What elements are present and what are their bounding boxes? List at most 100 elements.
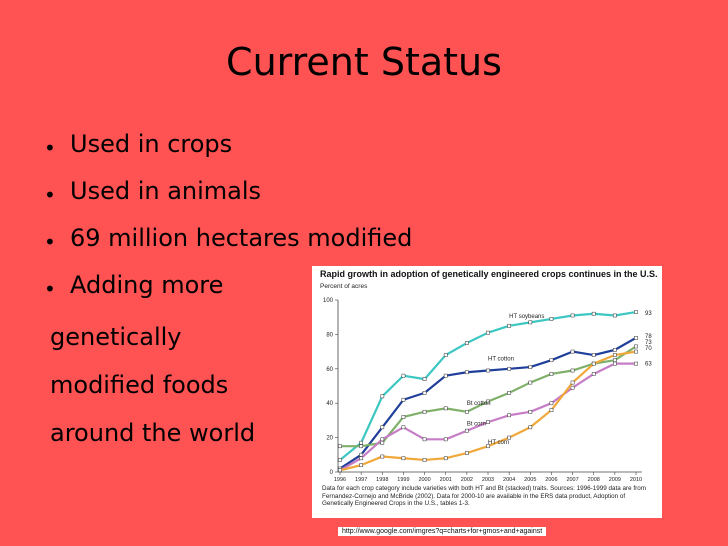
data-point — [486, 368, 490, 373]
x-tick-label: 1999 — [397, 477, 409, 483]
data-point — [380, 394, 385, 399]
data-point — [549, 401, 554, 406]
data-point — [443, 406, 448, 411]
data-point — [507, 413, 511, 418]
series-label: HT soybeans — [509, 314, 544, 320]
source-url[interactable]: http://www.google.com/imgres?q=charts+fo… — [338, 527, 547, 536]
data-point — [613, 358, 617, 363]
data-point — [486, 420, 490, 424]
data-point — [422, 409, 427, 414]
x-tick-label: 2001 — [440, 477, 452, 483]
bullet-item: • 69 million hectares modified — [44, 224, 413, 254]
data-point — [486, 330, 490, 335]
data-point — [359, 444, 363, 449]
continuation-line: around the world — [50, 419, 256, 447]
data-point — [401, 456, 406, 461]
continuation-line: modified foods — [50, 371, 229, 399]
data-point — [528, 425, 533, 430]
bullet-text: 69 million hectares modified — [70, 224, 413, 252]
data-point — [613, 361, 617, 366]
data-point — [549, 408, 554, 412]
data-point — [380, 437, 385, 442]
data-point — [401, 397, 406, 402]
data-point — [422, 377, 427, 381]
bullet-text: Used in animals — [70, 177, 262, 205]
data-point — [549, 317, 554, 321]
data-point — [634, 349, 638, 354]
x-tick-label: 2003 — [482, 477, 494, 483]
y-tick-label: 20 — [326, 436, 333, 442]
x-tick-label: 1997 — [355, 477, 367, 483]
data-point — [591, 372, 596, 376]
data-point — [443, 437, 448, 442]
data-point — [465, 428, 469, 433]
end-value-label: 93 — [645, 311, 652, 317]
x-tick-label: 2008 — [588, 477, 600, 483]
data-point — [443, 353, 448, 357]
bullet-item: • Used in crops — [44, 130, 412, 160]
data-point — [422, 437, 427, 442]
data-point — [422, 391, 427, 395]
y-tick-label: 60 — [326, 367, 333, 373]
data-point — [380, 425, 385, 430]
data-point — [591, 311, 596, 316]
x-tick-label: 1998 — [376, 477, 388, 483]
data-point — [486, 399, 490, 404]
chart-notes: Data for each crop category include vari… — [322, 485, 646, 508]
chart-ylabel: Percent of acres — [320, 283, 368, 290]
data-point — [591, 361, 596, 366]
data-point — [613, 353, 617, 357]
data-point — [465, 370, 469, 375]
bullet-text: Adding more — [70, 271, 224, 299]
data-point — [570, 313, 575, 318]
data-point — [613, 348, 617, 352]
chart-title: Rapid growth in adoption of genetically … — [320, 269, 658, 279]
bullet-item: • Used in animals — [44, 177, 412, 207]
data-point — [634, 344, 638, 349]
end-value-label: 63 — [645, 362, 652, 368]
data-point — [359, 440, 363, 445]
data-point — [338, 468, 342, 473]
x-tick-label: 2009 — [609, 477, 621, 483]
data-point — [401, 425, 406, 430]
data-point — [570, 380, 575, 385]
y-tick-label: 100 — [323, 298, 334, 304]
x-tick-label: 2005 — [524, 477, 536, 483]
end-value-label: 70 — [645, 346, 652, 352]
data-point — [528, 409, 533, 414]
series-label: HT cotton — [488, 357, 514, 363]
x-tick-label: 2010 — [630, 477, 642, 483]
x-tick-label: 2007 — [566, 477, 578, 483]
data-point — [443, 456, 448, 461]
y-tick-label: 0 — [330, 470, 334, 476]
data-point — [486, 444, 490, 449]
data-point — [359, 463, 363, 467]
adoption-chart: 0 20 40 60 80 100 1996 1997 1998 1999 2000 2001 2002… — [312, 266, 662, 518]
data-point — [634, 335, 638, 340]
data-point — [549, 358, 554, 363]
x-tick-label: 1996 — [334, 477, 346, 483]
data-point — [507, 323, 511, 328]
bullet-dot-icon: • — [44, 136, 56, 160]
bullet-list: • Used in crops • Used in animals • 69 mill… — [44, 132, 412, 320]
data-point — [401, 373, 406, 378]
data-point — [507, 366, 511, 371]
bullet-dot-icon: • — [44, 183, 56, 207]
data-point — [465, 409, 469, 414]
series-line — [339, 362, 636, 472]
x-tick-label: 2002 — [461, 477, 473, 483]
slide-title: Current Status — [226, 40, 502, 84]
data-point — [465, 451, 469, 455]
data-point — [570, 368, 575, 373]
bullet-text: Used in crops — [70, 130, 233, 158]
data-point — [338, 444, 342, 449]
data-point — [613, 313, 617, 318]
data-point — [634, 361, 638, 366]
x-tick-label: 2000 — [418, 477, 430, 483]
bullet-dot-icon: • — [44, 230, 56, 254]
bullet-dot-icon: • — [44, 277, 56, 301]
chart-svg: 0 20 40 60 80 100 1996 1997 1998 1999 2000 2001 2002… — [323, 298, 652, 483]
data-point — [380, 454, 385, 459]
data-point — [570, 385, 575, 390]
data-point — [422, 458, 427, 462]
